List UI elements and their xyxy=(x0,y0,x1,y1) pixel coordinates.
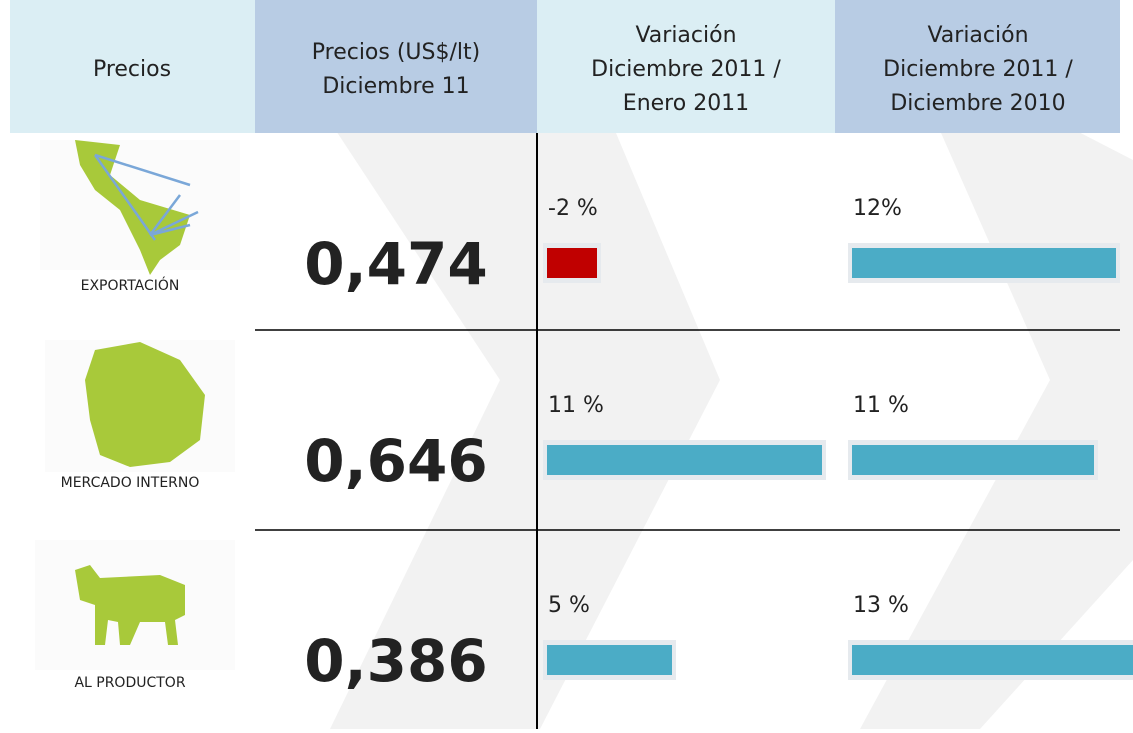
price-value: 0,474 xyxy=(304,230,487,298)
cow-icon xyxy=(35,540,235,670)
variation-label: 13 % xyxy=(853,593,909,618)
header-cell xyxy=(835,0,1120,133)
variation-bar xyxy=(852,248,1116,278)
variation-bar xyxy=(547,445,822,475)
header-cell xyxy=(537,0,835,133)
variation-label: 11 % xyxy=(548,393,604,418)
header-label: Variación Diciembre 2011 /Enero 2011 xyxy=(591,23,781,116)
row-label: MERCADO INTERNO xyxy=(61,475,200,491)
variation-bar xyxy=(852,445,1094,475)
header-cell xyxy=(255,0,537,133)
variation-label: 11 % xyxy=(853,393,909,418)
row-label: EXPORTACIÓN xyxy=(81,276,180,294)
variation-label: 12% xyxy=(853,196,902,221)
variation-bar xyxy=(547,248,597,278)
price-value: 0,386 xyxy=(304,627,487,695)
header-label: Variación Diciembre 2011 /Diciembre 2010 xyxy=(883,23,1073,116)
header-label: Precios (US$/lt) Diciembre 11 xyxy=(312,40,480,99)
uruguay-map-icon xyxy=(45,340,235,472)
variation-label: -2 % xyxy=(548,196,598,221)
watermark xyxy=(250,0,1133,729)
america-map-icon xyxy=(40,140,240,275)
variation-bar xyxy=(852,645,1133,675)
variation-label: 5 % xyxy=(548,593,590,618)
header-cell xyxy=(10,0,255,133)
price-value: 0,646 xyxy=(304,427,487,495)
row-label: AL PRODUCTOR xyxy=(74,675,185,691)
header-label: Precios xyxy=(93,57,171,82)
variation-bar xyxy=(547,645,672,675)
